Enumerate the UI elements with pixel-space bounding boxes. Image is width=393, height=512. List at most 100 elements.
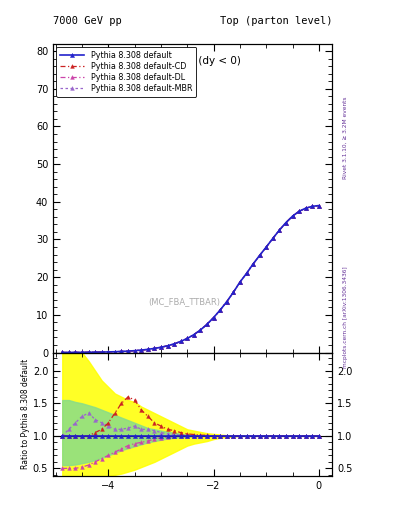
Pythia 8.308 default-MBR [60, 349, 64, 355]
Pythia 8.308 default-CD [139, 347, 143, 353]
Pythia 8.308 default-DL [257, 252, 262, 259]
Pythia 8.308 default [172, 341, 176, 347]
Pythia 8.308 default-CD [191, 332, 196, 338]
Pythia 8.308 default-MBR [218, 307, 222, 313]
Pythia 8.308 default [264, 244, 269, 250]
Pythia 8.308 default-MBR [159, 344, 163, 350]
Pythia 8.308 default-DL [159, 344, 163, 350]
Pythia 8.308 default [231, 289, 236, 295]
Pythia 8.308 default-DL [191, 332, 196, 338]
Pythia 8.308 default-CD [60, 349, 64, 355]
Text: Rivet 3.1.10, ≥ 3.2M events: Rivet 3.1.10, ≥ 3.2M events [343, 97, 348, 180]
Pythia 8.308 default [80, 349, 84, 355]
Pythia 8.308 default-CD [310, 203, 315, 209]
Pythia 8.308 default-CD [73, 349, 78, 355]
Pythia 8.308 default-CD [145, 346, 150, 352]
Pythia 8.308 default-DL [270, 236, 275, 242]
Pythia 8.308 default [165, 343, 170, 349]
Pythia 8.308 default-DL [93, 349, 97, 355]
Pythia 8.308 default [191, 332, 196, 338]
Pythia 8.308 default [257, 252, 262, 259]
Pythia 8.308 default-MBR [172, 341, 176, 347]
Pythia 8.308 default-CD [270, 236, 275, 242]
Pythia 8.308 default [112, 349, 117, 355]
Pythia 8.308 default-CD [178, 338, 183, 345]
Pythia 8.308 default-MBR [317, 203, 321, 209]
Pythia 8.308 default-CD [284, 220, 288, 226]
Pythia 8.308 default-DL [165, 343, 170, 349]
Y-axis label: Ratio to Pythia 8.308 default: Ratio to Pythia 8.308 default [21, 359, 30, 470]
Pythia 8.308 default-CD [257, 252, 262, 259]
Pythia 8.308 default-MBR [80, 349, 84, 355]
Pythia 8.308 default-CD [172, 341, 176, 347]
Pythia 8.308 default-DL [317, 203, 321, 209]
Pythia 8.308 default-CD [297, 208, 301, 215]
Pythia 8.308 default-MBR [244, 270, 249, 276]
Pythia 8.308 default-DL [80, 349, 84, 355]
Text: 7000 GeV pp: 7000 GeV pp [53, 15, 122, 26]
Pythia 8.308 default [303, 205, 308, 211]
Pythia 8.308 default [211, 314, 216, 321]
Pythia 8.308 default-DL [119, 348, 124, 354]
Pythia 8.308 default-MBR [284, 220, 288, 226]
Pythia 8.308 default [297, 208, 301, 215]
Pythia 8.308 default-DL [251, 261, 255, 267]
Pythia 8.308 default-CD [152, 345, 157, 351]
Legend: Pythia 8.308 default, Pythia 8.308 default-CD, Pythia 8.308 default-DL, Pythia 8: Pythia 8.308 default, Pythia 8.308 defau… [56, 47, 196, 97]
Pythia 8.308 default-CD [132, 348, 137, 354]
Pythia 8.308 default-MBR [119, 348, 124, 354]
Line: Pythia 8.308 default-DL: Pythia 8.308 default-DL [61, 204, 321, 354]
Pythia 8.308 default-CD [80, 349, 84, 355]
Pythia 8.308 default-DL [106, 349, 111, 355]
Pythia 8.308 default-CD [66, 349, 71, 355]
Pythia 8.308 default [86, 349, 91, 355]
Pythia 8.308 default-CD [251, 261, 255, 267]
Pythia 8.308 default-DL [112, 349, 117, 355]
Pythia 8.308 default [152, 345, 157, 351]
Pythia 8.308 default [60, 349, 64, 355]
Pythia 8.308 default-MBR [205, 321, 209, 327]
Pythia 8.308 default-MBR [198, 327, 203, 333]
Pythia 8.308 default [159, 344, 163, 350]
Pythia 8.308 default [66, 349, 71, 355]
Pythia 8.308 default-MBR [270, 236, 275, 242]
Pythia 8.308 default [126, 348, 130, 354]
Pythia 8.308 default-CD [231, 289, 236, 295]
Pythia 8.308 default-CD [277, 227, 282, 233]
Pythia 8.308 default-DL [205, 321, 209, 327]
Pythia 8.308 default-MBR [126, 348, 130, 354]
Pythia 8.308 default-DL [152, 345, 157, 351]
Pythia 8.308 default-CD [112, 349, 117, 355]
Line: Pythia 8.308 default-CD: Pythia 8.308 default-CD [61, 204, 321, 354]
Pythia 8.308 default-CD [290, 213, 295, 219]
Pythia 8.308 default-MBR [211, 314, 216, 321]
Pythia 8.308 default [218, 307, 222, 313]
Pythia 8.308 default-MBR [303, 205, 308, 211]
Pythia 8.308 default-CD [244, 270, 249, 276]
Pythia 8.308 default [93, 349, 97, 355]
Pythia 8.308 default-DL [290, 213, 295, 219]
Pythia 8.308 default-MBR [99, 349, 104, 355]
Pythia 8.308 default-DL [238, 279, 242, 285]
Pythia 8.308 default [178, 338, 183, 345]
Pythia 8.308 default-CD [86, 349, 91, 355]
Pythia 8.308 default-MBR [66, 349, 71, 355]
Pythia 8.308 default [145, 346, 150, 352]
Pythia 8.308 default-MBR [165, 343, 170, 349]
Pythia 8.308 default-DL [284, 220, 288, 226]
Pythia 8.308 default-MBR [185, 335, 190, 342]
Pythia 8.308 default-MBR [277, 227, 282, 233]
Pythia 8.308 default [119, 348, 124, 354]
Pythia 8.308 default [139, 347, 143, 353]
Pythia 8.308 default-MBR [290, 213, 295, 219]
Pythia 8.308 default-MBR [257, 252, 262, 259]
Pythia 8.308 default-MBR [145, 346, 150, 352]
Pythia 8.308 default [198, 327, 203, 333]
Pythia 8.308 default-CD [317, 203, 321, 209]
Pythia 8.308 default-CD [303, 205, 308, 211]
Pythia 8.308 default-DL [172, 341, 176, 347]
Pythia 8.308 default [277, 227, 282, 233]
Text: mcplots.cern.ch [arXiv:1306.3436]: mcplots.cern.ch [arXiv:1306.3436] [343, 267, 348, 368]
Pythia 8.308 default-CD [185, 335, 190, 342]
Pythia 8.308 default [73, 349, 78, 355]
